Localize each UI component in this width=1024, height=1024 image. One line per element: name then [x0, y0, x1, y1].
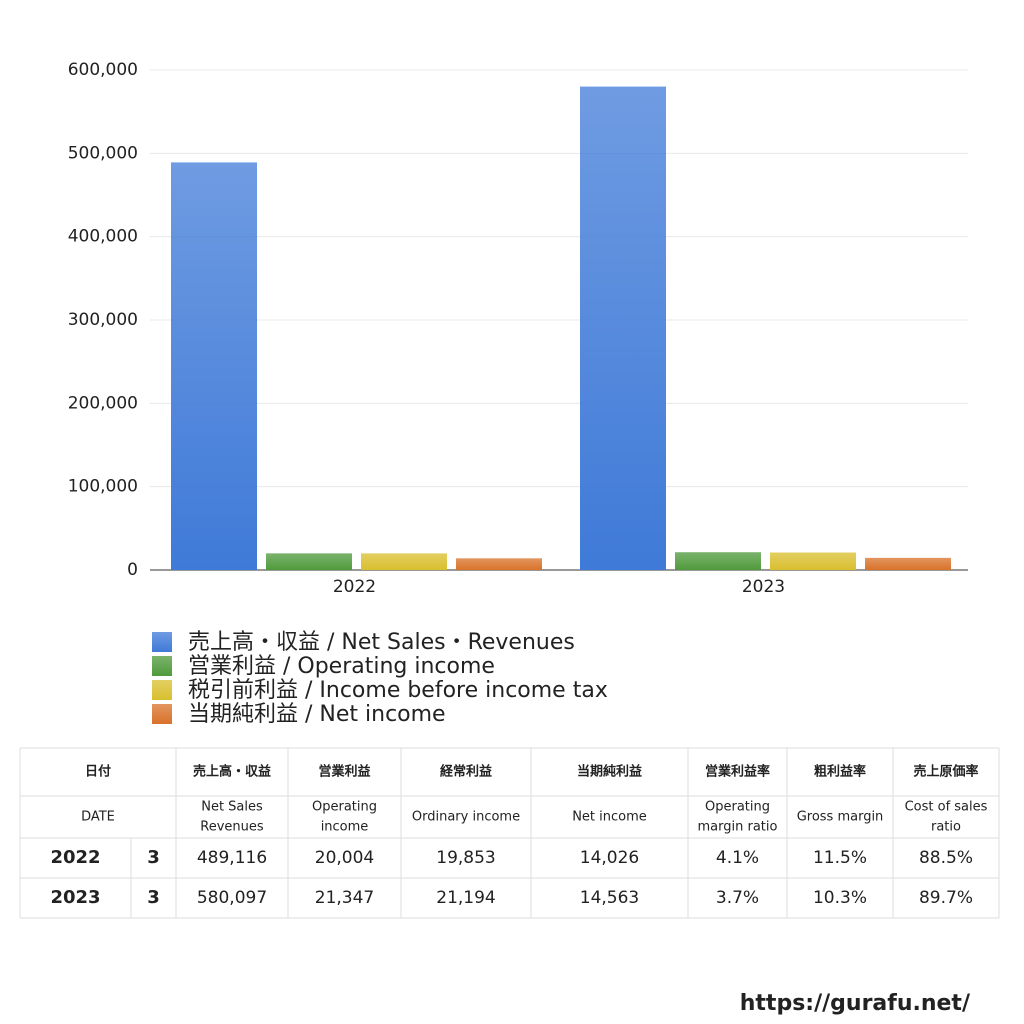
y-tick-label: 300,000 — [68, 310, 138, 330]
table-subheader: ratio — [931, 820, 961, 835]
table-cell: 89.7% — [919, 888, 973, 908]
table-cell: 489,116 — [197, 848, 267, 868]
legend-label: 売上高・収益 / Net Sales・Revenues — [188, 630, 575, 655]
table-header: 売上高・収益 — [193, 764, 271, 780]
legend-swatch — [152, 704, 172, 724]
table-cell: 88.5% — [919, 848, 973, 868]
table-subheader: Revenues — [200, 820, 264, 835]
table-cell: 3 — [147, 847, 160, 868]
table-header: 当期純利益 — [577, 764, 642, 780]
table-subheader: Net Sales — [201, 800, 263, 815]
table-cell: 20,004 — [315, 848, 374, 868]
bar — [456, 558, 542, 570]
bar — [675, 552, 761, 570]
table-subheader: Operating — [312, 800, 377, 815]
y-tick-label: 0 — [127, 560, 138, 580]
table-header: 経常利益 — [440, 764, 492, 780]
table-cell: 14,026 — [580, 848, 639, 868]
table-header: 売上原価率 — [913, 764, 978, 780]
table-cell: 2023 — [50, 887, 100, 908]
legend-label: 税引前利益 / Income before income tax — [188, 678, 608, 703]
table-cell: 2022 — [50, 847, 100, 868]
y-tick-label: 600,000 — [68, 60, 138, 80]
table-cell: 580,097 — [197, 888, 267, 908]
table-cell: 21,347 — [315, 888, 374, 908]
table-subheader: Net income — [572, 810, 647, 825]
bar — [580, 86, 666, 571]
bar — [361, 553, 447, 570]
table-subheader: Ordinary income — [412, 810, 520, 825]
table-header: 粗利益率 — [814, 764, 866, 780]
table-cell: 11.5% — [813, 848, 867, 868]
legend-label: 営業利益 / Operating income — [188, 654, 495, 679]
table-subheader: Cost of sales — [905, 800, 988, 815]
table-cell: 4.1% — [716, 848, 759, 868]
table-header: 日付 — [85, 764, 111, 780]
table-subheader: margin ratio — [698, 820, 778, 835]
footer-url: https://gurafu.net/ — [740, 991, 971, 1016]
table-header: 営業利益 — [318, 764, 370, 780]
y-tick-label: 200,000 — [68, 393, 138, 413]
bar — [171, 162, 257, 571]
y-tick-label: 400,000 — [68, 227, 138, 247]
table-subheader: Gross margin — [797, 810, 884, 825]
table-subheader: Operating — [705, 800, 770, 815]
x-tick-label: 2023 — [742, 577, 785, 597]
y-tick-label: 100,000 — [68, 477, 138, 497]
table-subheader: income — [321, 820, 369, 835]
bar — [266, 553, 352, 570]
table-cell: 3 — [147, 887, 160, 908]
table-cell: 10.3% — [813, 888, 867, 908]
table-cell: 19,853 — [436, 848, 495, 868]
bar — [770, 552, 856, 570]
x-tick-label: 2022 — [333, 577, 376, 597]
table-subheader: DATE — [81, 810, 115, 825]
table-cell: 21,194 — [436, 888, 495, 908]
legend-swatch — [152, 656, 172, 676]
table-header: 営業利益率 — [705, 764, 770, 780]
bar — [865, 557, 951, 570]
legend-label: 当期純利益 / Net income — [188, 702, 446, 727]
legend-swatch — [152, 632, 172, 652]
table-cell: 3.7% — [716, 888, 759, 908]
table-cell: 14,563 — [580, 888, 639, 908]
legend-swatch — [152, 680, 172, 700]
y-tick-label: 500,000 — [68, 143, 138, 163]
